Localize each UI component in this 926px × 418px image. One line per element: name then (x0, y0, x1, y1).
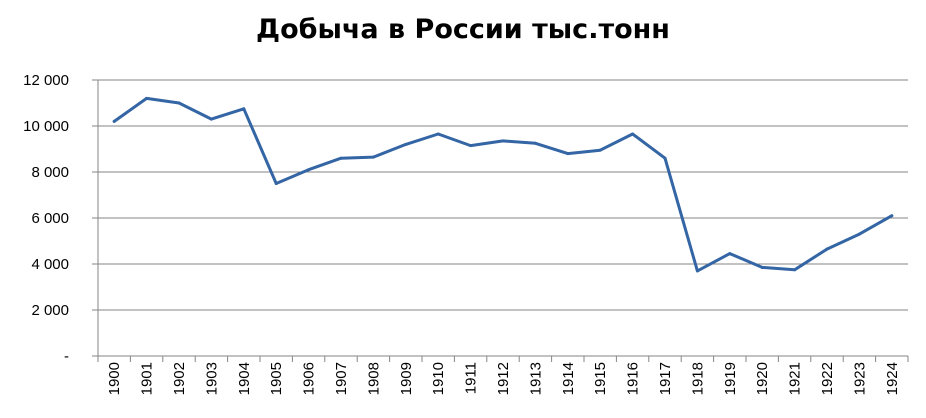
x-tick-label: 1916 (625, 362, 642, 395)
x-tick-label: 1915 (592, 362, 609, 395)
data-point-1906 (307, 168, 311, 172)
y-tick-label: 10 000 (23, 118, 69, 135)
data-point-1920 (760, 265, 764, 269)
data-point-1904 (242, 107, 246, 111)
x-tick-label: 1908 (365, 362, 382, 395)
x-tick-label: 1902 (171, 362, 188, 395)
data-point-1915 (598, 148, 602, 152)
data-point-1908 (371, 155, 375, 159)
data-point-1921 (793, 268, 797, 272)
data-point-1914 (566, 152, 570, 156)
data-point-1913 (533, 141, 537, 145)
x-tick-label: 1922 (819, 362, 836, 395)
x-tick-label: 1907 (333, 362, 350, 395)
gridlines (98, 79, 908, 311)
data-point-1918 (695, 269, 699, 273)
x-tick-label: 1913 (527, 362, 544, 395)
x-tick-label: 1900 (106, 362, 123, 395)
x-tick-label: 1901 (139, 362, 156, 395)
x-tick-label: 1914 (560, 362, 577, 395)
x-tick-label: 1911 (463, 362, 480, 394)
data-point-1912 (501, 139, 505, 143)
x-tick-label: 1906 (301, 362, 318, 395)
data-point-1903 (209, 117, 213, 121)
chart-title: Добыча в России тыс.тонн (256, 14, 670, 45)
x-tick-label: 1917 (657, 362, 674, 395)
x-tick-label: 1924 (884, 362, 901, 395)
data-point-1919 (728, 252, 732, 256)
x-tick-label: 1905 (268, 362, 285, 395)
x-tick-label: 1903 (203, 362, 220, 395)
data-point-1905 (274, 182, 278, 185)
data-point-1910 (436, 132, 440, 136)
data-point-1911 (469, 144, 473, 148)
data-point-1907 (339, 156, 343, 160)
y-tick-label: 6 000 (31, 210, 69, 227)
x-tick-label: 1909 (398, 362, 415, 395)
x-tick-label: 1918 (689, 362, 706, 395)
x-tick-label: 1910 (430, 362, 447, 395)
y-tick-label: 4 000 (31, 256, 69, 273)
y-tick-label: - (64, 348, 69, 365)
data-point-1901 (145, 96, 149, 100)
x-tick-label: 1919 (722, 362, 739, 395)
axes (92, 79, 909, 362)
data-point-1923 (857, 232, 861, 236)
x-tick-label: 1920 (754, 362, 771, 395)
y-tick-label: 8 000 (31, 164, 69, 181)
series-group (112, 96, 894, 273)
data-point-1922 (825, 247, 829, 251)
data-point-1917 (663, 156, 667, 160)
series-line (112, 96, 894, 273)
data-point-1900 (112, 119, 116, 123)
y-tick-label: 12 000 (23, 72, 69, 89)
data-point-1924 (890, 214, 894, 218)
x-tick-labels: 1900 1901 1902 1903 1904 1905 1906 1907 1908 1909… (106, 362, 901, 395)
data-point-1902 (177, 101, 181, 105)
x-tick-label: 1923 (851, 362, 868, 395)
data-point-1909 (404, 142, 408, 146)
y-tick-labels: - 2 000 4 000 6 000 8 000 10 000 12 000 (23, 72, 69, 365)
x-tick-label: 1904 (236, 362, 253, 395)
x-tick-label: 1912 (495, 362, 512, 395)
data-point-1916 (631, 132, 635, 136)
y-tick-label: 2 000 (31, 302, 69, 319)
x-tick-label: 1921 (787, 362, 804, 395)
